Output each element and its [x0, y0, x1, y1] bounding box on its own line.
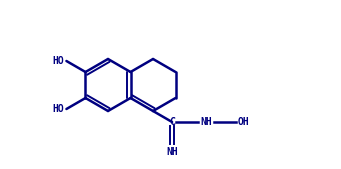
- Text: OH: OH: [238, 117, 250, 127]
- Text: HO: HO: [53, 56, 64, 66]
- Text: NH: NH: [166, 147, 178, 157]
- Text: NH: NH: [200, 117, 212, 127]
- Text: C: C: [169, 117, 175, 127]
- Text: HO: HO: [53, 104, 64, 114]
